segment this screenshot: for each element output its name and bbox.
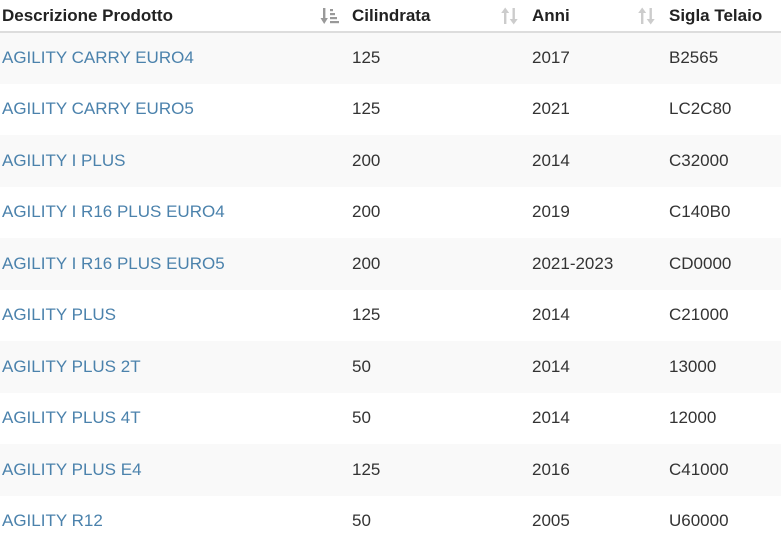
column-header-label: Sigla Telaio (669, 5, 763, 25)
sort-both-icon[interactable] (500, 7, 520, 25)
table-row: AGILITY I R16 PLUS EURO4 200 2019 C140B0 (0, 186, 781, 238)
cell-cilindrata: 50 (350, 341, 530, 393)
cell-anni: 2014 (530, 289, 667, 341)
cell-anni: 2005 (530, 495, 667, 538)
cell-descrizione: AGILITY CARRY EURO5 (0, 83, 350, 135)
cell-anni: 2017 (530, 32, 667, 84)
cell-descrizione: AGILITY I R16 PLUS EURO4 (0, 186, 350, 238)
column-header-label: Descrizione Prodotto (2, 5, 173, 25)
cell-telaio: U60000 (667, 495, 781, 538)
cell-telaio: 13000 (667, 341, 781, 393)
cell-cilindrata: 200 (350, 186, 530, 238)
cell-telaio: C140B0 (667, 186, 781, 238)
cell-telaio: 12000 (667, 392, 781, 444)
product-link[interactable]: AGILITY CARRY EURO5 (2, 99, 194, 119)
product-link[interactable]: AGILITY PLUS E4 (2, 459, 142, 479)
product-link[interactable]: AGILITY PLUS 4T (2, 408, 141, 428)
product-link[interactable]: AGILITY PLUS (2, 305, 117, 325)
column-header-label: Cilindrata (352, 5, 431, 25)
table-row: AGILITY I PLUS 200 2014 C32000 (0, 135, 781, 187)
cell-anni: 2014 (530, 392, 667, 444)
column-header-anni[interactable]: Anni (530, 0, 667, 33)
product-link[interactable]: AGILITY PLUS 2T (2, 356, 141, 376)
product-link[interactable]: AGILITY CARRY EURO4 (2, 48, 194, 68)
cell-telaio: B2565 (667, 32, 781, 84)
column-header-cilindrata[interactable]: Cilindrata (350, 0, 530, 33)
cell-anni: 2019 (530, 186, 667, 238)
product-link[interactable]: AGILITY R12 (2, 511, 103, 531)
table-row: AGILITY CARRY EURO5 125 2021 LC2C80 (0, 83, 781, 135)
column-header-label: Anni (532, 5, 570, 25)
sort-both-icon[interactable] (637, 7, 657, 25)
cell-anni: 2014 (530, 341, 667, 393)
cell-cilindrata: 200 (350, 135, 530, 187)
cell-cilindrata: 125 (350, 444, 530, 496)
cell-cilindrata: 125 (350, 289, 530, 341)
table-row: AGILITY PLUS 4T 50 2014 12000 (0, 392, 781, 444)
table-row: AGILITY PLUS E4 125 2016 C41000 (0, 444, 781, 496)
cell-telaio: C21000 (667, 289, 781, 341)
cell-cilindrata: 125 (350, 32, 530, 84)
cell-anni: 2016 (530, 444, 667, 496)
cell-telaio: C41000 (667, 444, 781, 496)
cell-telaio: CD0000 (667, 238, 781, 290)
table-row: AGILITY PLUS 2T 50 2014 13000 (0, 341, 781, 393)
column-header-telaio[interactable]: Sigla Telaio (667, 0, 781, 33)
cell-descrizione: AGILITY PLUS 2T (0, 341, 350, 393)
cell-anni: 2021-2023 (530, 238, 667, 290)
cell-descrizione: AGILITY I R16 PLUS EURO5 (0, 238, 350, 290)
cell-descrizione: AGILITY R12 (0, 495, 350, 538)
cell-cilindrata: 50 (350, 392, 530, 444)
header-row: Descrizione Prodotto (0, 0, 781, 33)
cell-descrizione: AGILITY PLUS (0, 289, 350, 341)
cell-anni: 2021 (530, 83, 667, 135)
sort-amount-down-icon[interactable] (320, 7, 340, 25)
table-row: AGILITY CARRY EURO4 125 2017 B2565 (0, 32, 781, 84)
product-link[interactable]: AGILITY I R16 PLUS EURO4 (2, 202, 225, 222)
cell-descrizione: AGILITY I PLUS (0, 135, 350, 187)
cell-descrizione: AGILITY PLUS 4T (0, 392, 350, 444)
cell-cilindrata: 125 (350, 83, 530, 135)
cell-anni: 2014 (530, 135, 667, 187)
table-header: Descrizione Prodotto (0, 0, 781, 33)
cell-cilindrata: 200 (350, 238, 530, 290)
column-header-descrizione[interactable]: Descrizione Prodotto (0, 0, 350, 33)
cell-telaio: C32000 (667, 135, 781, 187)
table-row: AGILITY I R16 PLUS EURO5 200 2021-2023 C… (0, 238, 781, 290)
product-link[interactable]: AGILITY I PLUS (2, 150, 126, 170)
cell-descrizione: AGILITY CARRY EURO4 (0, 32, 350, 84)
table-body: AGILITY CARRY EURO4 125 2017 B2565 AGILI… (0, 32, 781, 538)
cell-descrizione: AGILITY PLUS E4 (0, 444, 350, 496)
product-link[interactable]: AGILITY I R16 PLUS EURO5 (2, 253, 225, 273)
cell-telaio: LC2C80 (667, 83, 781, 135)
table-row: AGILITY R12 50 2005 U60000 (0, 495, 781, 538)
cell-cilindrata: 50 (350, 495, 530, 538)
table-row: AGILITY PLUS 125 2014 C21000 (0, 289, 781, 341)
